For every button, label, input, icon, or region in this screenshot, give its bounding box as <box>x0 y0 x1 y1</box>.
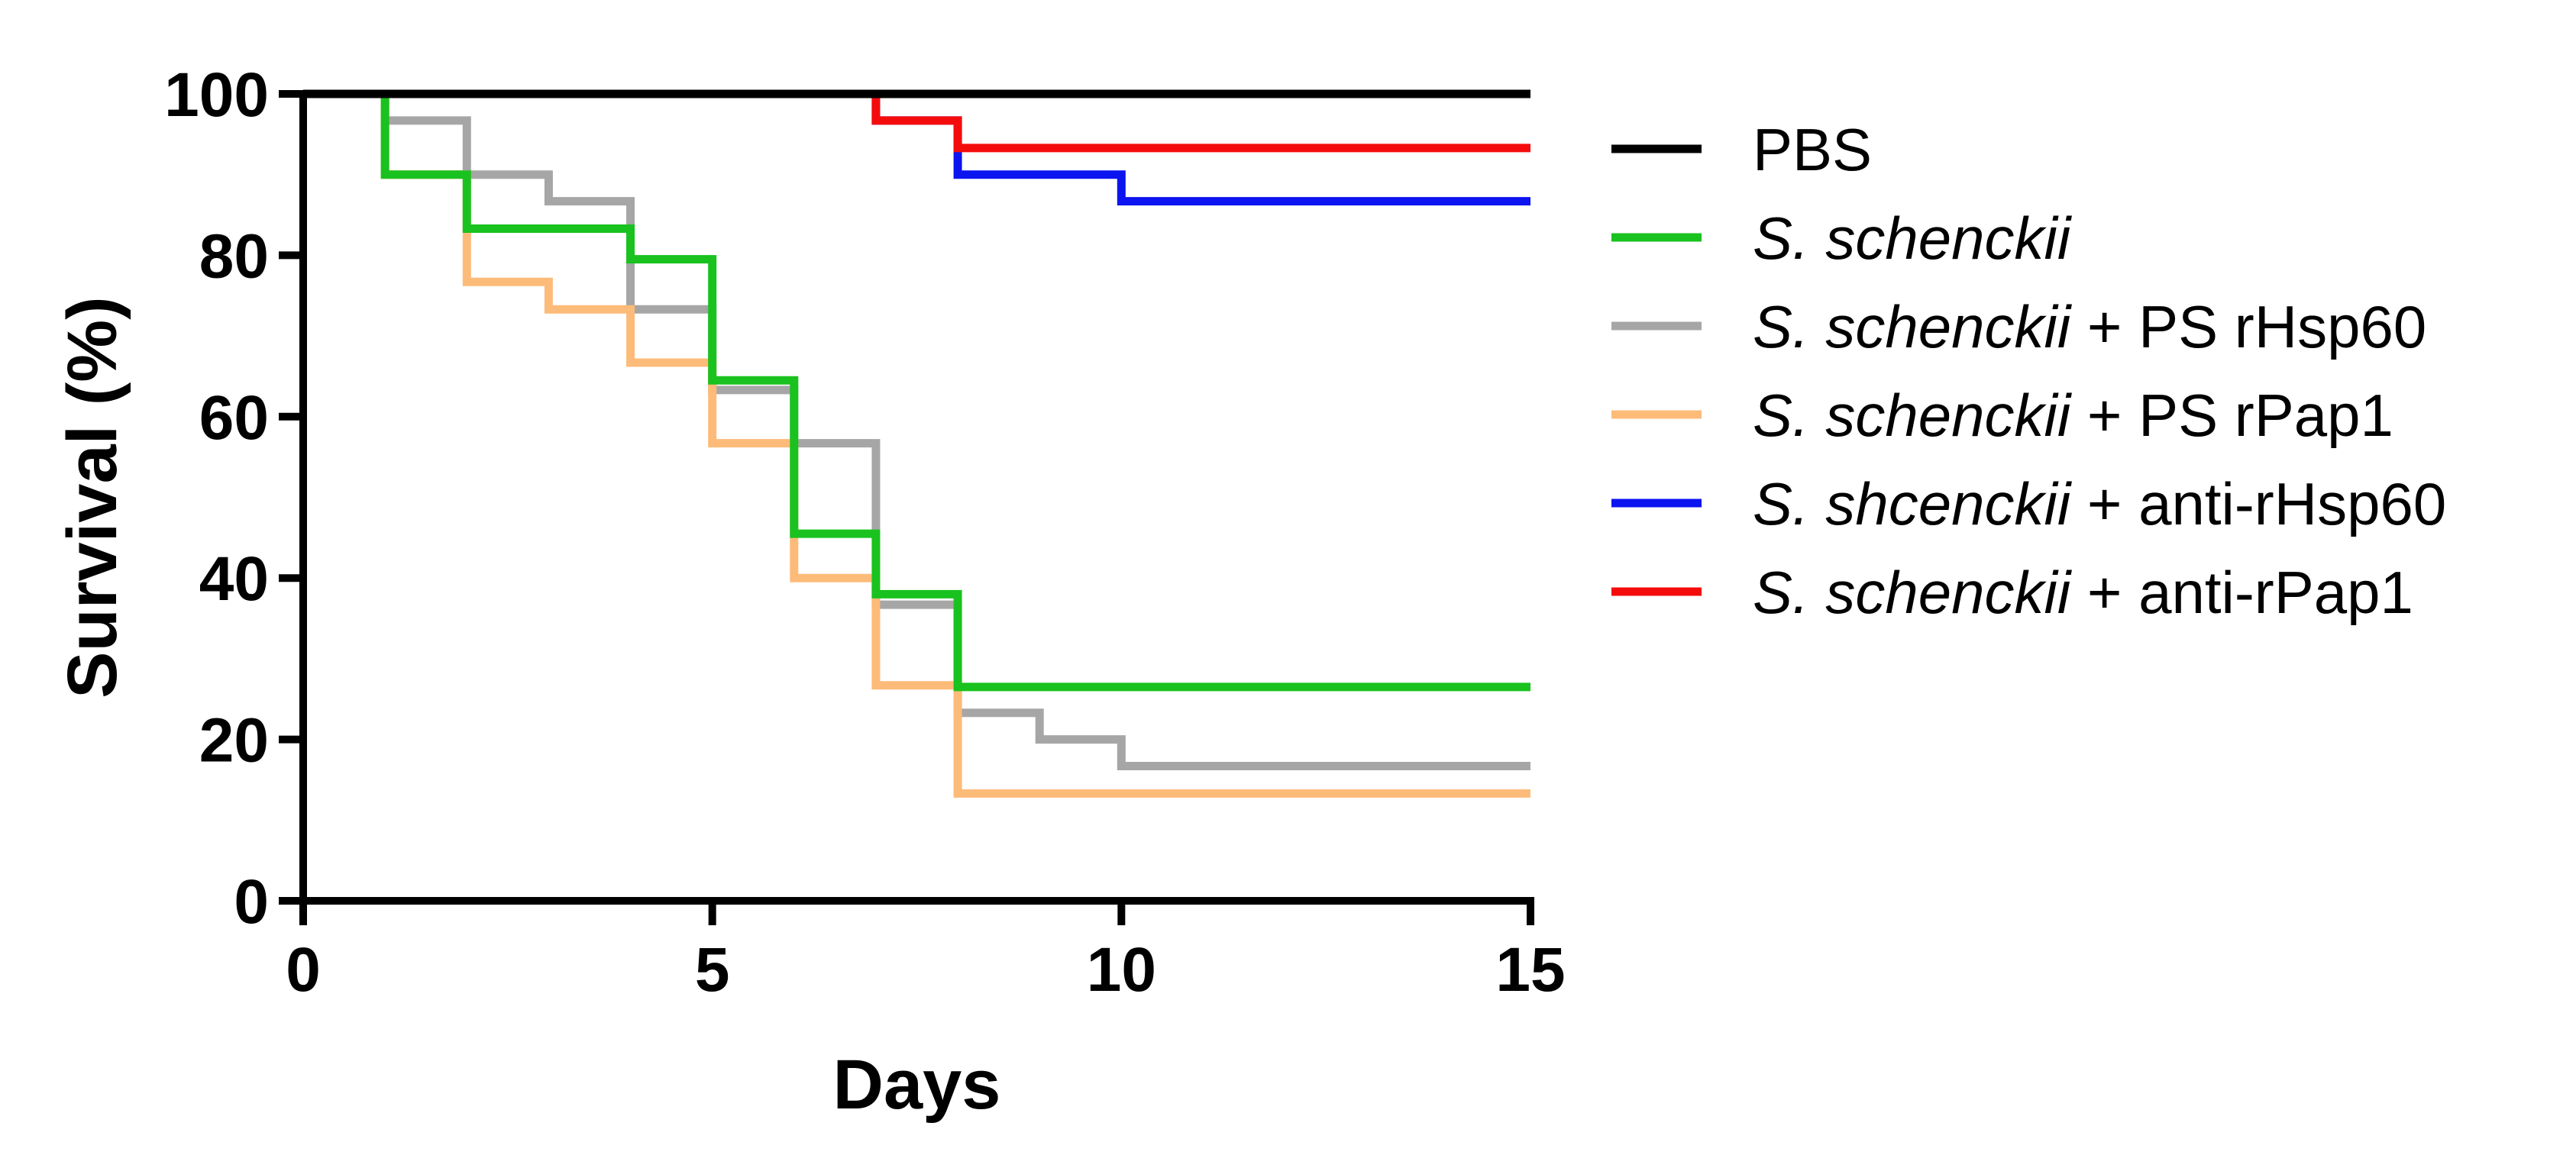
x-axis-title: Days <box>833 1046 1001 1124</box>
legend-label-part: + anti-rHsp60 <box>2070 470 2446 537</box>
legend-label-part: S. schenckii <box>1753 205 2073 272</box>
legend-label: PBS <box>1753 116 1872 183</box>
series-line <box>303 89 1530 692</box>
legend-label-part: S. schenckii <box>1753 293 2073 360</box>
legend-label: S. schenckii + PS rHsp60 <box>1753 293 2426 360</box>
legend-item: S. schenckii + PS rPap1 <box>1611 382 2393 449</box>
legend-label: S. schenckii + anti-rPap1 <box>1753 559 2413 626</box>
y-tick-label: 40 <box>199 544 269 614</box>
y-tick-label: 0 <box>234 867 269 937</box>
x-tick-label: 5 <box>695 935 730 1005</box>
legend-item: S. schenckii + PS rHsp60 <box>1611 293 2426 360</box>
legend-label: S. schenckii <box>1753 205 2073 272</box>
legend-item: S. schenckii <box>1611 205 2073 272</box>
legend-label: S. shcenckii + anti-rHsp60 <box>1753 470 2446 537</box>
legend-label-part: S. schenckii <box>1753 382 2073 449</box>
legend-label: S. schenckii + PS rPap1 <box>1753 382 2393 449</box>
y-tick-label: 100 <box>164 60 269 130</box>
legend-label-part: + PS rPap1 <box>2070 382 2393 449</box>
legend-item: PBS <box>1611 116 1872 183</box>
legend-label-part: S. schenckii <box>1753 559 2073 626</box>
y-tick-label: 20 <box>199 706 269 776</box>
legend-item: S. shcenckii + anti-rHsp60 <box>1611 470 2446 537</box>
y-tick-label: 80 <box>199 221 269 291</box>
legend-label-part: S. shcenckii <box>1753 470 2073 537</box>
legend-label-part: + PS rHsp60 <box>2070 293 2426 360</box>
x-tick-label: 0 <box>286 935 321 1005</box>
series-line <box>303 89 1530 770</box>
x-tick-label: 10 <box>1087 935 1156 1005</box>
series-layer <box>303 89 1530 798</box>
y-axis-title: Survival (%) <box>53 296 131 699</box>
x-tick-label: 15 <box>1495 935 1565 1005</box>
legend-item: S. schenckii + anti-rPap1 <box>1611 559 2413 626</box>
legend-label-part: PBS <box>1753 116 1872 183</box>
ticks-layer: 0 20 40 60 80 100 0 5 10 15 <box>164 60 1565 1005</box>
legend-label-part: + anti-rPap1 <box>2070 559 2413 626</box>
y-tick-label: 60 <box>199 383 269 453</box>
axes-layer <box>299 90 1534 905</box>
series-line <box>303 89 1530 153</box>
